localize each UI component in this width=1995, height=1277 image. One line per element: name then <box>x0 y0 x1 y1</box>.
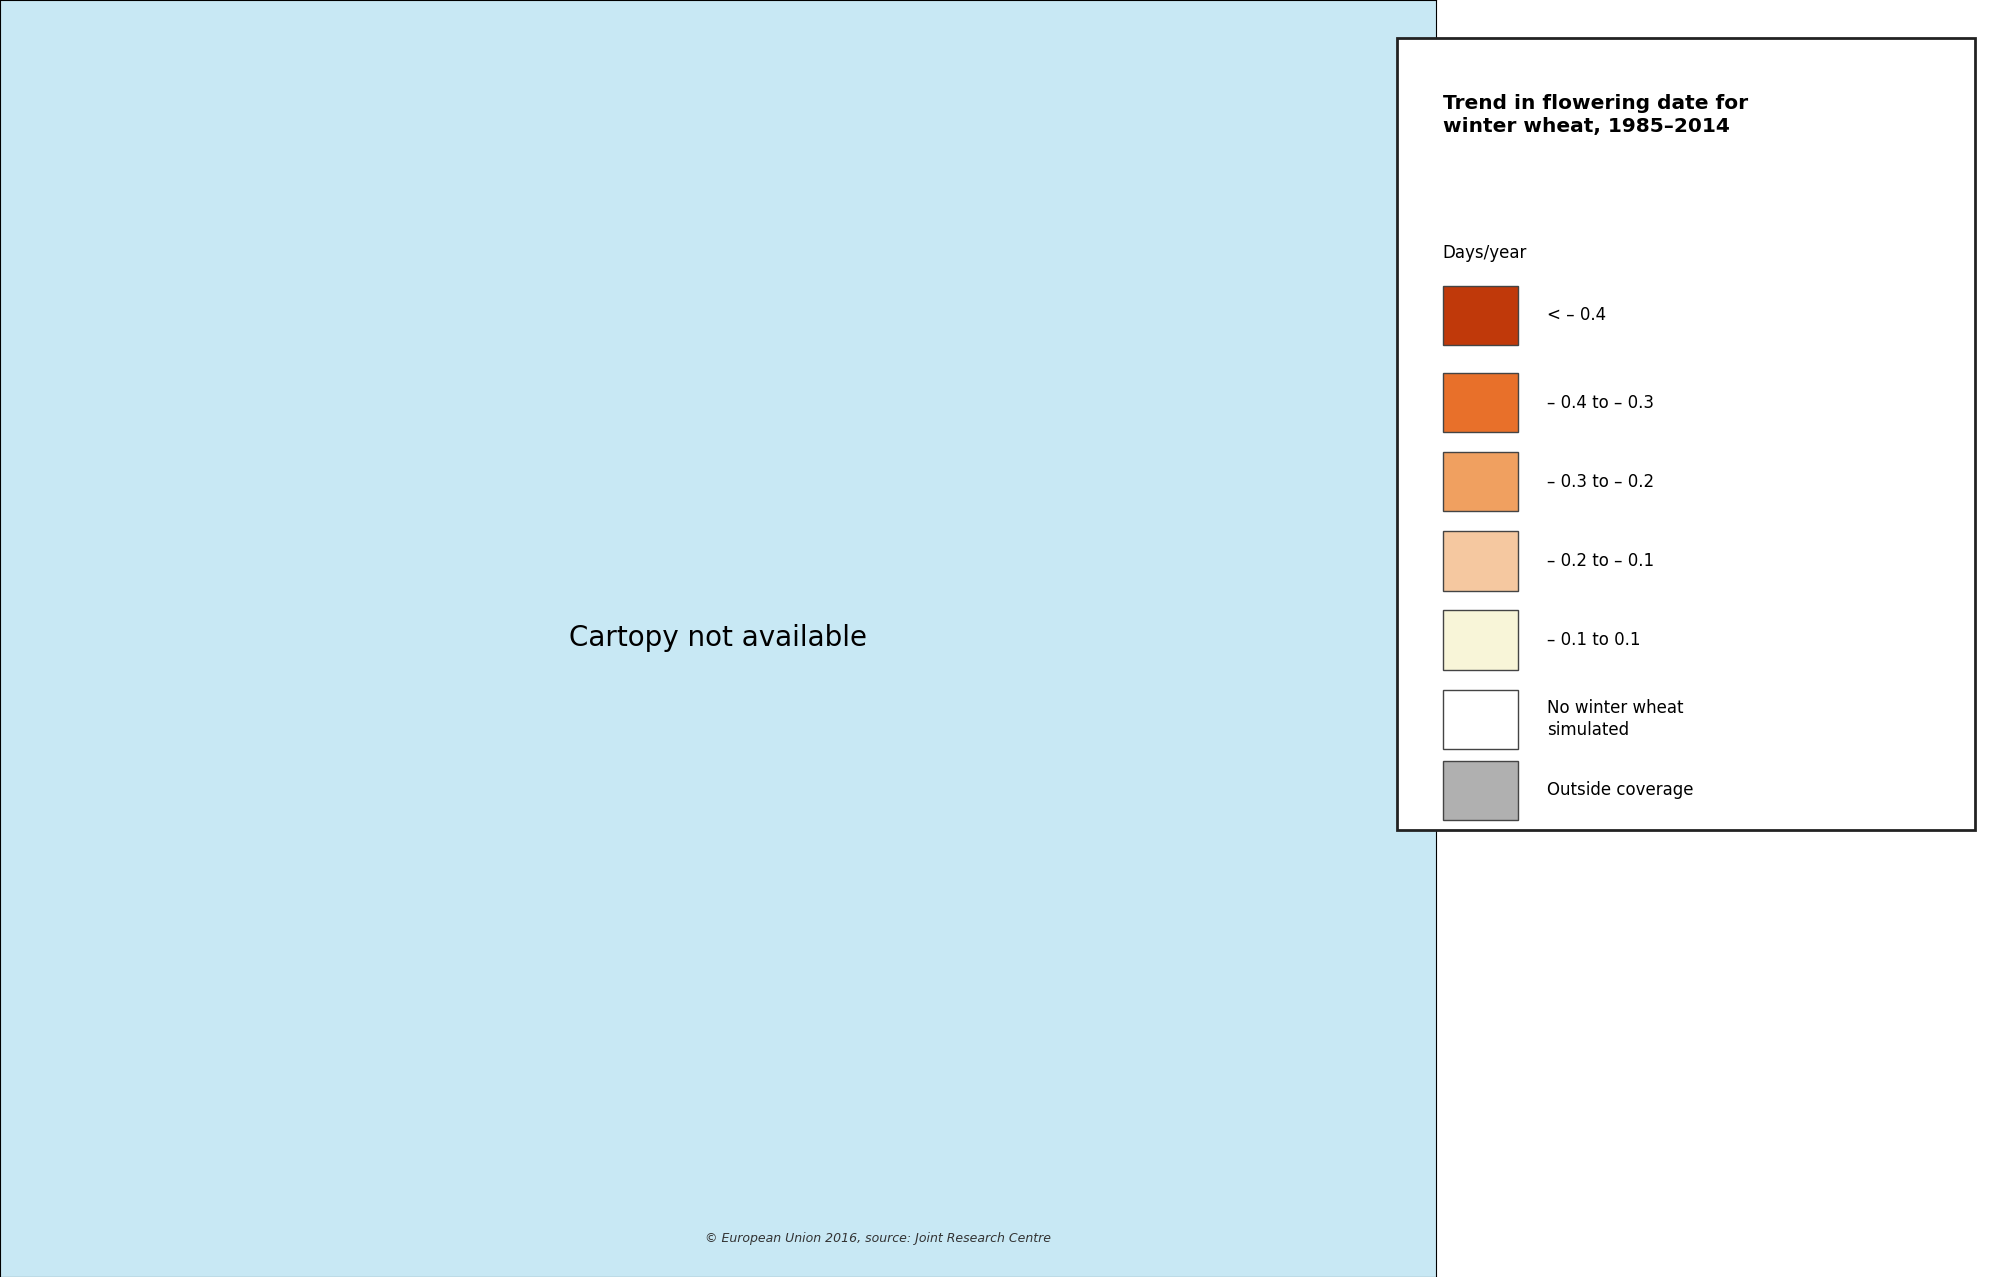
Text: – 0.4 to – 0.3: – 0.4 to – 0.3 <box>1546 393 1654 411</box>
Bar <box>1442 610 1518 669</box>
Text: < – 0.4: < – 0.4 <box>1546 306 1606 324</box>
Text: Outside coverage: Outside coverage <box>1546 782 1694 799</box>
Text: Cartopy not available: Cartopy not available <box>569 624 868 653</box>
Text: Days/year: Days/year <box>1442 244 1526 262</box>
Text: No winter wheat
simulated: No winter wheat simulated <box>1546 699 1684 739</box>
Text: – 0.3 to – 0.2: – 0.3 to – 0.2 <box>1546 472 1654 490</box>
Bar <box>1442 761 1518 820</box>
Text: Trend in flowering date for
winter wheat, 1985–2014: Trend in flowering date for winter wheat… <box>1442 93 1748 137</box>
Bar <box>1442 531 1518 590</box>
Text: – 0.1 to 0.1: – 0.1 to 0.1 <box>1546 631 1640 649</box>
Bar <box>1442 690 1518 748</box>
Bar <box>1442 452 1518 511</box>
Bar <box>1442 373 1518 432</box>
Text: © European Union 2016, source: Joint Research Centre: © European Union 2016, source: Joint Res… <box>704 1232 1051 1245</box>
Bar <box>1442 286 1518 345</box>
Text: – 0.2 to – 0.1: – 0.2 to – 0.1 <box>1546 552 1654 570</box>
